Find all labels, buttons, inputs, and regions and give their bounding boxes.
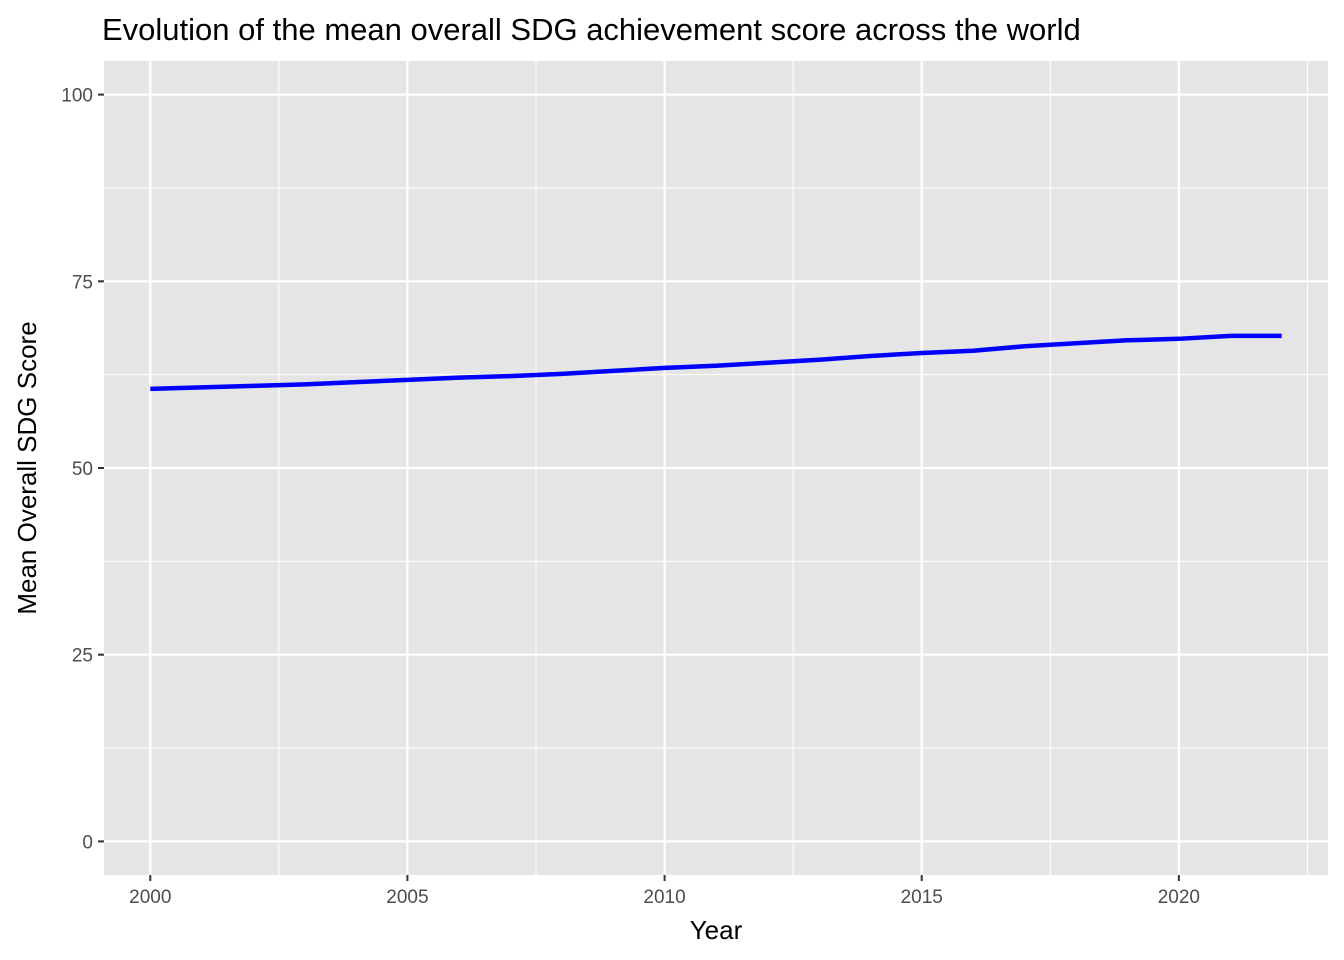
series-line [150, 333, 1282, 392]
major-gridlines [104, 61, 1328, 875]
x-tick-label: 2020 [1158, 887, 1200, 908]
x-tick-label: 2005 [386, 887, 428, 908]
x-axis-title: Year [690, 915, 743, 945]
x-tick-label: 2010 [643, 887, 685, 908]
y-tick-label: 0 [82, 832, 93, 853]
y-axis-title: Mean Overall SDG Score [12, 321, 42, 614]
y-tick-label: 50 [72, 459, 93, 480]
y-tick-label: 100 [61, 86, 93, 107]
x-tick-label: 2015 [901, 887, 943, 908]
chart-title: Evolution of the mean overall SDG achiev… [102, 12, 1081, 47]
x-axis: 2000 2005 2010 2015 2020 [129, 875, 1200, 908]
y-axis: 0 25 50 75 100 [61, 86, 104, 853]
y-tick-label: 75 [72, 272, 93, 293]
series-layer [150, 333, 1282, 392]
y-tick-label: 25 [72, 646, 93, 667]
x-tick-label: 2000 [129, 887, 171, 908]
